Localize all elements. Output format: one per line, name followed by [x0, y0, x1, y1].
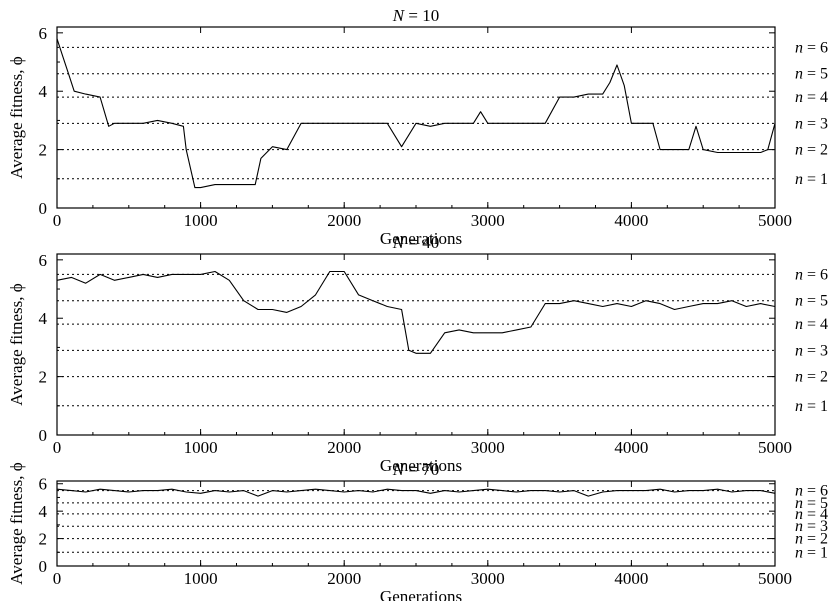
x-tick-label-1: 0	[53, 211, 62, 230]
series-line-1	[56, 38, 776, 189]
level-label-4: n = 4	[795, 89, 828, 106]
x-tick-label-1: 0	[53, 438, 62, 457]
level-label-6: n = 6	[795, 266, 828, 283]
x-tick-label-3: 2000	[327, 211, 361, 230]
chart-panel-3: n = 1n = 2n = 3n = 4n = 5n = 6 0 1000 2000 3…	[7, 460, 828, 601]
plot-frame	[56, 26, 776, 209]
x-tick-label-4: 3000	[471, 438, 505, 457]
y-tick-label-3: 4	[39, 309, 48, 328]
series-line-1	[56, 488, 776, 497]
level-label-6: n = 6	[795, 483, 828, 500]
y-tick-label-2: 2	[39, 530, 48, 549]
level-label-3: n = 3	[795, 518, 828, 535]
level-label-3: n = 3	[795, 342, 828, 359]
x-tick-label-2: 1000	[184, 569, 218, 588]
x-tick-label-2: 1000	[184, 211, 218, 230]
level-label-5: n = 5	[795, 66, 828, 83]
x-tick-label-5: 4000	[614, 438, 648, 457]
level-label-2: n = 2	[795, 369, 828, 386]
y-axis-label: Average fitness, ϕ	[7, 462, 26, 584]
level-label-3: n = 3	[795, 115, 828, 132]
x-tick-label-1: 0	[53, 569, 62, 588]
level-label-5: n = 5	[795, 495, 828, 512]
y-tick-label-1: 0	[39, 199, 48, 218]
x-tick-label-5: 4000	[614, 211, 648, 230]
chart-panel-2: n = 1 n = 2 n = 3 n = 4 n = 5 n = 6 0 1000 2000 3…	[7, 233, 828, 475]
level-label-1: n = 1	[795, 171, 828, 188]
chart-title: N = 10	[392, 6, 439, 25]
chart-panel-1: n = 1 n = 2 n = 3 n = 4 n = 5 n = 6 0 1000 2000 3…	[7, 6, 828, 248]
series-line-1	[56, 270, 776, 354]
x-tick-label-2: 1000	[184, 438, 218, 457]
chart-title: N = 40	[392, 233, 439, 252]
plot-frame	[56, 480, 776, 567]
y-axis-label: Average fitness, ϕ	[7, 56, 26, 178]
y-tick-label-4: 6	[39, 475, 48, 494]
y-tick-label-3: 4	[39, 82, 48, 101]
y-tick-label-1: 0	[39, 426, 48, 445]
level-label-2: n = 2	[795, 142, 828, 159]
y-axis-label: Average fitness, ϕ	[7, 283, 26, 405]
plot-frame	[56, 253, 776, 436]
x-tick-label-3: 2000	[327, 438, 361, 457]
level-label-1: n = 1	[795, 398, 828, 415]
y-tick-label-3: 4	[39, 502, 48, 521]
x-axis-label: Generations	[380, 456, 462, 475]
x-tick-label-6: 5000	[758, 211, 792, 230]
x-tick-label-6: 5000	[758, 438, 792, 457]
y-tick-label-4: 6	[39, 251, 48, 270]
x-tick-label-4: 3000	[471, 211, 505, 230]
chart-title: N = 70	[392, 460, 439, 479]
level-label-5: n = 5	[795, 293, 828, 310]
y-tick-label-1: 0	[39, 557, 48, 576]
level-label-1: n = 1	[795, 544, 828, 561]
x-axis-label: Generations	[380, 229, 462, 248]
level-label-4: n = 4	[795, 316, 828, 333]
x-tick-label-6: 5000	[758, 569, 792, 588]
level-label-2: n = 2	[795, 531, 828, 548]
y-tick-label-4: 6	[39, 24, 48, 43]
level-label-6: n = 6	[795, 39, 828, 56]
x-axis-label: Generations	[380, 587, 462, 601]
y-tick-label-2: 2	[39, 141, 48, 160]
y-tick-label-2: 2	[39, 368, 48, 387]
x-tick-label-3: 2000	[327, 569, 361, 588]
level-label-4: n = 4	[795, 506, 828, 523]
x-tick-label-5: 4000	[614, 569, 648, 588]
x-tick-label-4: 3000	[471, 569, 505, 588]
